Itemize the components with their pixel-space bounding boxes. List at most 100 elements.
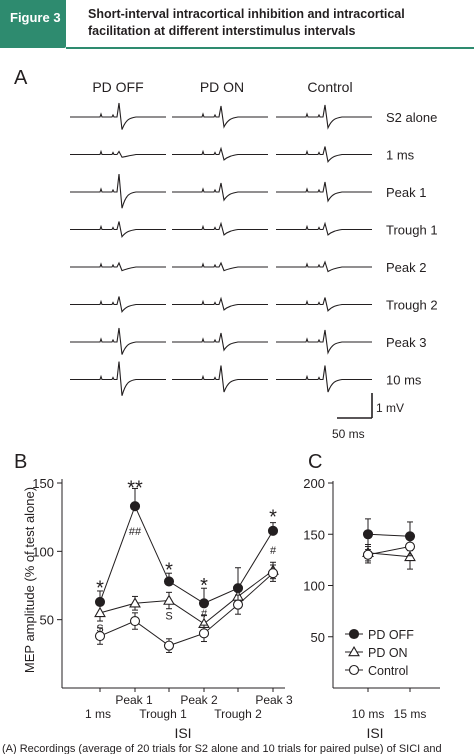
emg-trace [172,146,268,161]
row-labels: S2 alone 1 ms Peak 1 Trough 1 Peak 2 Trough 2… [386,110,438,388]
chart-c: 50 100 150 200 10 ms 15 ms [303,476,440,721]
data-point-open [348,664,360,676]
significance-marker: S [96,623,103,635]
emg-trace [70,221,166,238]
emg-trace [70,327,166,355]
emg-trace [172,332,268,352]
x-tick-label: 1 ms [85,707,111,721]
data-point-open [267,568,279,579]
emg-trace [172,296,268,311]
panel-b-xlabel: ISI [174,725,191,741]
y-tick-label: 100 [32,544,54,559]
column-label-pd-off: PD OFF [92,79,143,95]
emg-trace [172,261,268,272]
column-label-pd-on: PD ON [200,79,244,95]
emg-trace [70,296,166,313]
emg-trace [276,365,372,393]
panel-a-label: A [14,67,28,89]
x-tick-label: Trough 2 [214,707,262,721]
panel-c-xlabel: ISI [366,725,383,741]
row-label: S2 alone [386,110,437,125]
panel-b-ylabel: MEP amplitude (% of test alone) [22,487,37,673]
series-line [99,572,274,647]
significance-marker: ** [127,478,143,500]
emg-trace [276,297,372,312]
row-label: 10 ms [386,373,422,388]
emg-trace [172,365,268,393]
data-point-open [129,615,141,627]
panel-c-label: C [308,451,322,473]
emg-trace [172,182,268,202]
data-point-open [232,599,244,610]
panel-b-label: B [14,451,27,473]
legend-label: PD OFF [368,628,414,642]
x-tick-label: Peak 1 [115,693,153,707]
row-label: Peak 1 [386,185,426,200]
emg-trace [276,104,372,130]
y-tick-label: 150 [303,527,325,542]
scale-label-ms: 50 ms [332,427,365,441]
row-label: Trough 2 [386,298,438,313]
x-tick-label: Trough 1 [139,707,187,721]
data-point-filled [129,501,141,512]
data-point-filled [163,576,175,587]
series-line [99,504,274,604]
panel-b: B MEP amplitude (% of test alone) ISI 50… [14,451,293,741]
emg-trace [70,261,166,272]
emg-trace [70,149,166,158]
legend-label: PD ON [368,646,408,660]
data-point-triangle [94,606,106,618]
row-label: Trough 1 [386,223,438,238]
data-point-triangle [129,597,141,608]
data-point-open [404,541,416,552]
significance-marker: * [200,575,208,597]
emg-trace [276,221,372,236]
emg-trace [70,102,166,130]
legend-label: Control [368,664,408,678]
row-label: 1 ms [386,148,415,163]
data-point-open [362,549,374,560]
panel-a: A PD OFF PD ON Control S2 alone 1 ms Peak … [14,67,438,441]
figure-badge: Figure 3 [0,0,66,48]
y-tick-label: 200 [303,476,325,491]
data-point-open [163,640,175,651]
column-label-control: Control [307,79,352,95]
caption-fragment: (A) Recordings (average of 20 trials for… [2,743,442,754]
x-tick-label: Peak 3 [255,693,293,707]
x-tick-label: Peak 2 [180,693,218,707]
panel-c: C ISI 50 100 150 200 10 ms 15 ms PD OFF PD ON C… [303,451,440,741]
data-point-filled [198,598,210,609]
emg-trace [276,181,372,203]
significance-marker: * [165,560,173,582]
emg-traces [70,102,372,396]
y-tick-label: 50 [40,613,54,628]
x-tick-label: 15 ms [394,707,427,721]
data-point-open [198,628,210,639]
emg-trace [276,329,372,355]
data-point-triangle [163,594,175,605]
header-rule [66,47,474,49]
figure-number: Figure 3 [10,10,61,25]
data-point-triangle [348,645,360,657]
emg-trace [276,260,372,273]
significance-marker: * [269,506,277,528]
y-tick-label: 150 [32,476,54,491]
significance-marker: ## [129,526,142,538]
significance-marker: # [201,608,208,620]
figure-header: Figure 3 Short-interval intracortical in… [0,0,474,49]
data-point-filled [348,628,360,640]
y-tick-label: 100 [303,579,325,594]
emg-trace [172,221,268,236]
emg-trace [172,105,268,129]
row-label: Peak 3 [386,335,426,350]
x-tick-label: 10 ms [352,707,385,721]
row-label: Peak 2 [386,260,426,275]
series-line [99,570,274,625]
data-point-filled [267,525,279,536]
y-tick-label: 50 [311,630,325,645]
significance-marker: * [96,578,104,600]
series-line [367,546,411,556]
legend: PD OFF PD ON Control [345,628,414,678]
